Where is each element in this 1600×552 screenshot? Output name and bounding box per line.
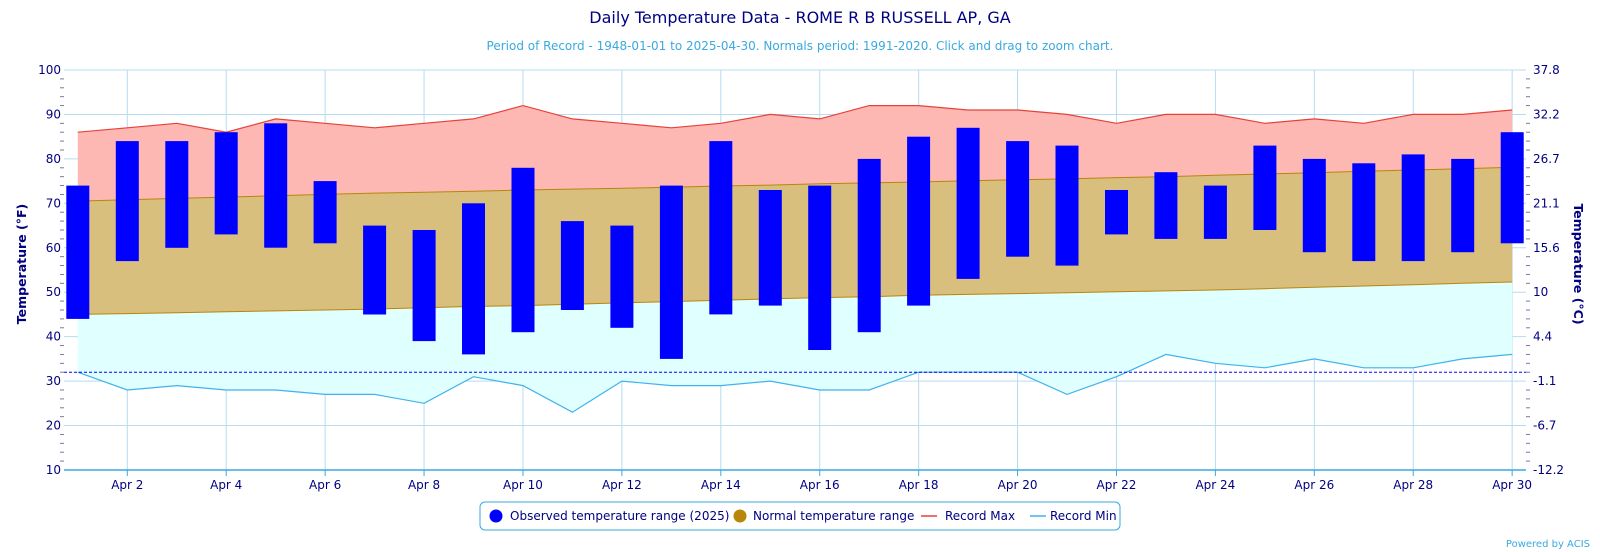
observed-bar[interactable] [956, 127, 980, 279]
legend-record-min-label[interactable]: Record Min [1050, 509, 1117, 523]
observed-bar[interactable] [1105, 190, 1128, 235]
x-tick-label: Apr 22 [1097, 478, 1137, 492]
observed-bar[interactable] [1154, 172, 1178, 239]
x-tick-label: Apr 30 [1492, 478, 1532, 492]
observed-bar[interactable] [709, 141, 733, 315]
observed-bar[interactable] [1500, 132, 1524, 244]
normal-range-band [77, 167, 1513, 315]
observed-bar[interactable] [1451, 158, 1475, 253]
y-tick-label-right: 4.4 [1533, 330, 1552, 344]
record-min-line [77, 353, 1513, 413]
chart-title: Daily Temperature Data - ROME R B RUSSEL… [589, 8, 1010, 27]
observed-bar[interactable] [66, 185, 90, 319]
observed-bar[interactable] [1203, 185, 1227, 239]
observed-bar[interactable] [1055, 145, 1079, 266]
y-tick-label-right: -12.2 [1533, 463, 1564, 477]
y-axis-title-right: Temperature (°C) [1571, 203, 1586, 324]
observed-bar[interactable] [363, 225, 387, 315]
legend: Observed temperature range (2025) Normal… [479, 501, 1121, 531]
observed-bar[interactable] [511, 167, 535, 333]
x-tick-label: Apr 26 [1294, 478, 1334, 492]
observed-bar[interactable] [313, 181, 337, 244]
x-tick-label: Apr 24 [1195, 478, 1235, 492]
x-tick-label: Apr 20 [998, 478, 1038, 492]
observed-bar[interactable] [808, 185, 832, 350]
legend-box [479, 501, 1121, 531]
observed-bar[interactable] [907, 136, 931, 306]
y-tick-label-left: 10 [46, 463, 61, 477]
y-tick-label-left: 70 [46, 196, 61, 210]
observed-bar[interactable] [1006, 141, 1030, 257]
x-tick-label: Apr 4 [210, 478, 242, 492]
y-tick-label-left: 40 [46, 330, 61, 344]
observed-bar[interactable] [659, 185, 683, 359]
observed-bar[interactable] [462, 203, 485, 355]
y-tick-label-right: 37.8 [1533, 63, 1560, 77]
observed-bar[interactable] [1253, 145, 1277, 230]
x-tick-label: Apr 6 [309, 478, 341, 492]
record-min-band [77, 282, 1513, 413]
observed-bar[interactable] [857, 158, 881, 333]
x-tick-label: Apr 2 [111, 478, 143, 492]
x-tick-label: Apr 12 [602, 478, 642, 492]
x-tick-label: Apr 8 [408, 478, 440, 492]
record-max-line [77, 104, 1513, 133]
x-tick-label: Apr 10 [503, 478, 543, 492]
x-tick-label: Apr 16 [800, 478, 840, 492]
y-tick-label-left: 80 [46, 152, 61, 166]
observed-bar[interactable] [1401, 154, 1425, 262]
normal-low-line [77, 281, 1513, 315]
legend-normal-label[interactable]: Normal temperature range [753, 509, 914, 523]
record-max-band [77, 105, 1513, 202]
observed-bar[interactable] [610, 225, 634, 328]
credits-link[interactable]: Powered by ACIS [1506, 539, 1590, 550]
y-tick-label-left: 20 [46, 419, 61, 433]
observed-bar[interactable] [115, 141, 139, 262]
observed-bar[interactable] [165, 141, 189, 248]
observed-bar[interactable] [758, 190, 782, 306]
observed-bar[interactable] [1302, 158, 1326, 253]
legend-record-max-label[interactable]: Record Max [945, 509, 1015, 523]
y-tick-label-right: 32.2 [1533, 107, 1560, 121]
y-tick-label-right: -1.1 [1533, 374, 1556, 388]
y-tick-label-right: 10 [1533, 285, 1548, 299]
observed-bar[interactable] [264, 123, 288, 248]
y-tick-label-right: 26.7 [1533, 152, 1560, 166]
y-tick-label-left: 60 [46, 241, 61, 255]
observed-bar[interactable] [1352, 163, 1376, 262]
y-tick-label-right: 15.6 [1533, 241, 1560, 255]
observed-bar[interactable] [214, 132, 238, 235]
legend-normal-marker [733, 509, 747, 523]
chart-subtitle: Period of Record - 1948-01-01 to 2025-04… [487, 39, 1114, 53]
y-tick-label-left: 30 [46, 374, 61, 388]
axis-layer: Apr 2 Apr 4 Apr 6 Apr 8 Apr 10 Apr 12 Apr 14 Ap… [38, 63, 1564, 492]
x-tick-label: Apr 14 [701, 478, 741, 492]
legend-observed-marker [489, 509, 503, 523]
legend-observed-label[interactable]: Observed temperature range (2025) [510, 509, 729, 523]
observed-bars[interactable] [66, 123, 1524, 359]
observed-bar[interactable] [412, 230, 436, 342]
x-tick-label: Apr 28 [1393, 478, 1433, 492]
y-tick-label-right: -6.7 [1533, 419, 1556, 433]
x-tick-label: Apr 18 [899, 478, 939, 492]
y-tick-label-left: 100 [38, 63, 61, 77]
y-axis-title-left: Temperature (°F) [14, 204, 29, 324]
y-tick-label-right: 21.1 [1533, 196, 1560, 210]
y-tick-label-left: 90 [46, 107, 61, 121]
y-tick-label-left: 50 [46, 285, 61, 299]
observed-bar[interactable] [560, 221, 584, 310]
area-layer [77, 105, 1513, 413]
